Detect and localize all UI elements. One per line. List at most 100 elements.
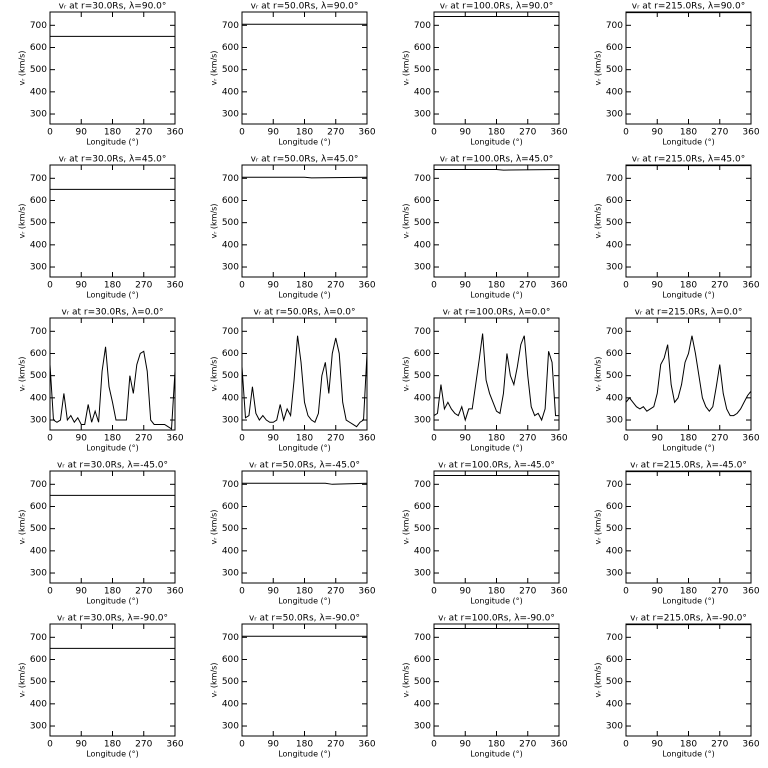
panel: vᵣ at r=100.0Rs, λ=-45.0° Longitude (°) vᵣ… (402, 461, 568, 606)
y-tick-label: 500 (222, 524, 239, 534)
y-axis-label: vᵣ (km/s) (402, 357, 411, 392)
panel: vᵣ at r=30.0Rs, λ=-90.0° Longitude (°) vᵣ … (18, 614, 184, 759)
x-tick-label: 360 (550, 281, 567, 291)
panel: vᵣ at r=100.0Rs, λ=90.0° Longitude (°) vᵣ … (402, 2, 568, 147)
plot-frame (625, 164, 752, 278)
y-tick-label: 600 (222, 655, 239, 665)
x-axis-label: Longitude (°) (662, 597, 715, 606)
x-tick-label: 0 (239, 128, 245, 138)
data-line (433, 333, 559, 422)
y-tick-label: 500 (222, 677, 239, 687)
y-tick-label: 300 (414, 416, 431, 426)
x-tick-label: 360 (166, 434, 183, 444)
y-tick-label: 700 (414, 633, 431, 643)
x-tick-label: 180 (488, 434, 505, 444)
panel: vᵣ at r=100.0Rs, λ=0.0° Longitude (°) vᵣ (… (402, 308, 568, 453)
x-tick-label: 90 (76, 281, 88, 291)
panel: vᵣ at r=50.0Rs, λ=45.0° Longitude (°) vᵣ (… (210, 155, 376, 300)
y-tick-label: 700 (606, 633, 623, 643)
x-tick-label: 0 (47, 281, 53, 291)
x-tick-label: 180 (296, 281, 313, 291)
panel: vᵣ at r=50.0Rs, λ=-45.0° Longitude (°) vᵣ … (210, 461, 376, 606)
y-axis-label: vᵣ (km/s) (210, 51, 219, 86)
x-tick-label: 90 (76, 128, 88, 138)
x-axis-label: Longitude (°) (278, 291, 331, 300)
chart-title: vᵣ at r=30.0Rs, λ=45.0° (59, 155, 167, 165)
y-tick-label: 700 (30, 174, 47, 184)
y-tick-label: 500 (414, 65, 431, 75)
y-tick-label: 500 (606, 218, 623, 228)
y-tick-label: 400 (30, 240, 47, 250)
x-tick-label: 360 (742, 434, 759, 444)
plot-frame (241, 623, 368, 737)
panel: vᵣ at r=215.0Rs, λ=-45.0° Longitude (°) vᵣ… (594, 461, 760, 606)
x-tick-label: 90 (460, 740, 472, 750)
y-tick-label: 400 (414, 240, 431, 250)
y-tick-label: 300 (222, 263, 239, 273)
x-tick-label: 0 (47, 434, 53, 444)
x-tick-label: 90 (268, 128, 280, 138)
y-axis-label: vᵣ (km/s) (594, 510, 603, 545)
data-line (49, 346, 176, 430)
plot-frame (241, 11, 368, 125)
x-tick-label: 360 (358, 434, 375, 444)
y-axis-label: vᵣ (km/s) (18, 204, 27, 239)
data-line (625, 335, 752, 417)
x-tick-label: 270 (327, 434, 344, 444)
plot-frame (625, 317, 752, 431)
y-tick-label: 700 (30, 633, 47, 643)
chart-title: vᵣ at r=30.0Rs, λ=90.0° (59, 2, 167, 12)
x-axis-label: Longitude (°) (470, 750, 523, 759)
y-tick-label: 600 (414, 349, 431, 359)
y-tick-label: 500 (606, 524, 623, 534)
y-tick-label: 600 (414, 502, 431, 512)
y-tick-label: 600 (222, 349, 239, 359)
x-tick-label: 180 (488, 740, 505, 750)
y-axis-label: vᵣ (km/s) (594, 51, 603, 86)
plot-frame (241, 470, 368, 584)
y-tick-label: 600 (414, 655, 431, 665)
y-tick-label: 400 (222, 393, 239, 403)
chart-title: vᵣ at r=30.0Rs, λ=-45.0° (57, 461, 168, 471)
x-tick-label: 270 (519, 740, 536, 750)
y-tick-label: 500 (414, 677, 431, 687)
plot-frame (49, 470, 176, 584)
x-axis-label: Longitude (°) (662, 138, 715, 147)
x-tick-label: 90 (76, 740, 88, 750)
y-tick-label: 300 (222, 110, 239, 120)
y-tick-label: 600 (606, 43, 623, 53)
y-tick-label: 400 (606, 87, 623, 97)
x-tick-label: 0 (623, 587, 629, 597)
x-tick-label: 90 (652, 740, 664, 750)
x-axis-label: Longitude (°) (278, 597, 331, 606)
y-tick-label: 700 (414, 174, 431, 184)
x-tick-label: 360 (550, 740, 567, 750)
plot-frame (433, 164, 560, 278)
plot-frame (49, 317, 176, 431)
panel: vᵣ at r=30.0Rs, λ=45.0° Longitude (°) vᵣ (… (18, 155, 184, 300)
chart-title: vᵣ at r=30.0Rs, λ=0.0° (61, 308, 163, 318)
plot-frame (625, 623, 752, 737)
x-tick-label: 360 (358, 587, 375, 597)
y-tick-label: 400 (30, 87, 47, 97)
y-tick-label: 600 (222, 196, 239, 206)
x-tick-label: 0 (239, 434, 245, 444)
y-tick-label: 300 (30, 569, 47, 579)
x-axis-label: Longitude (°) (278, 138, 331, 147)
x-tick-label: 180 (104, 740, 121, 750)
x-tick-label: 180 (680, 434, 697, 444)
y-tick-label: 500 (30, 65, 47, 75)
y-axis-label: vᵣ (km/s) (594, 204, 603, 239)
y-axis-label: vᵣ (km/s) (210, 357, 219, 392)
x-tick-label: 0 (431, 434, 437, 444)
y-tick-label: 300 (30, 110, 47, 120)
x-axis-label: Longitude (°) (470, 597, 523, 606)
plot-frame (49, 164, 176, 278)
x-tick-label: 0 (47, 740, 53, 750)
x-tick-label: 90 (460, 281, 472, 291)
x-tick-label: 360 (742, 281, 759, 291)
x-tick-label: 180 (104, 281, 121, 291)
y-tick-label: 700 (222, 480, 239, 490)
y-tick-label: 600 (606, 196, 623, 206)
x-tick-label: 360 (742, 587, 759, 597)
